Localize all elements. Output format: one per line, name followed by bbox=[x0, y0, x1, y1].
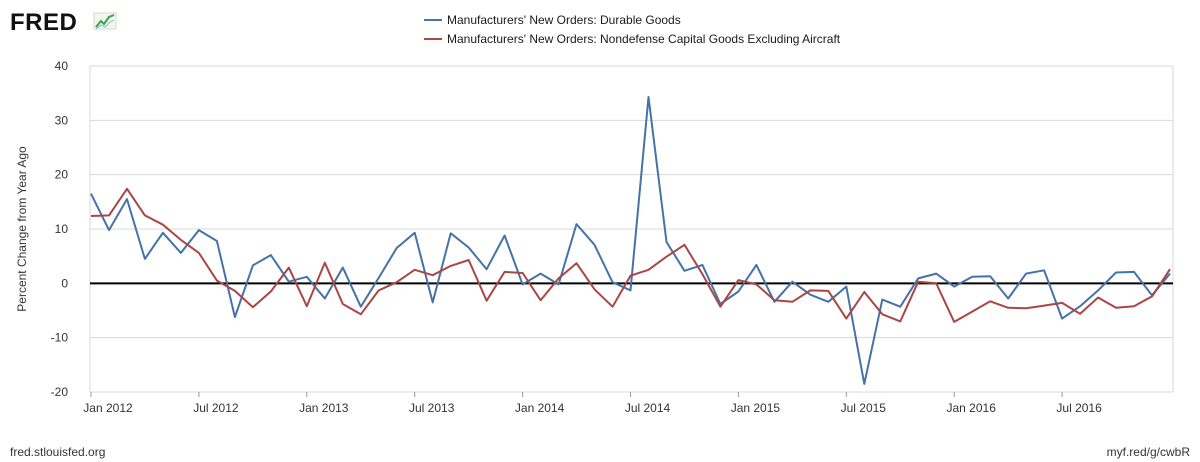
x-tick-label: Jan 2015 bbox=[731, 401, 781, 415]
legend-label-nondefense: Manufacturers' New Orders: Nondefense Ca… bbox=[447, 32, 841, 46]
x-tick-label: Jan 2013 bbox=[299, 401, 349, 415]
x-tick-label: Jan 2014 bbox=[515, 401, 565, 415]
y-axis-title: Percent Change from Year Ago bbox=[15, 146, 29, 312]
x-tick-label: Jul 2016 bbox=[1056, 401, 1102, 415]
y-axis-ticks: -20 -10 0 10 20 30 40 bbox=[51, 59, 69, 399]
x-tick-label: Jul 2013 bbox=[409, 401, 455, 415]
y-tick-label: 30 bbox=[55, 113, 69, 127]
legend: Manufacturers' New Orders: Durable Goods… bbox=[424, 13, 841, 46]
fred-logo[interactable]: FRED bbox=[10, 9, 117, 36]
x-tick-label: Jul 2015 bbox=[841, 401, 887, 415]
y-tick-label: 40 bbox=[55, 59, 69, 73]
y-tick-label: 0 bbox=[61, 276, 68, 290]
legend-label-durable: Manufacturers' New Orders: Durable Goods bbox=[447, 13, 681, 27]
x-axis-ticks: Jan 2012 Jul 2012 Jan 2013 Jul 2013 Jan 2014… bbox=[83, 392, 1102, 415]
fred-logo-text: FRED bbox=[10, 9, 77, 36]
x-tick-label: Jul 2012 bbox=[193, 401, 239, 415]
x-tick-label: Jan 2016 bbox=[947, 401, 997, 415]
short-link[interactable]: myf.red/g/cwbR bbox=[1107, 445, 1191, 459]
line-chart-icon bbox=[93, 12, 117, 30]
y-tick-label: 10 bbox=[55, 222, 69, 236]
x-tick-label: Jul 2014 bbox=[625, 401, 671, 415]
y-tick-label: -20 bbox=[51, 385, 69, 399]
source-url[interactable]: fred.stlouisfed.org bbox=[10, 445, 105, 459]
y-tick-label: 20 bbox=[55, 168, 69, 182]
series-line-durable-goods[interactable] bbox=[90, 96, 1171, 385]
y-tick-label: -10 bbox=[51, 331, 69, 345]
x-tick-label: Jan 2012 bbox=[83, 401, 133, 415]
series-line-nondefense-capital-goods[interactable] bbox=[90, 187, 1171, 323]
legend-item-nondefense[interactable]: Manufacturers' New Orders: Nondefense Ca… bbox=[424, 32, 841, 46]
legend-item-durable[interactable]: Manufacturers' New Orders: Durable Goods bbox=[424, 13, 681, 27]
series-lines bbox=[90, 96, 1171, 385]
